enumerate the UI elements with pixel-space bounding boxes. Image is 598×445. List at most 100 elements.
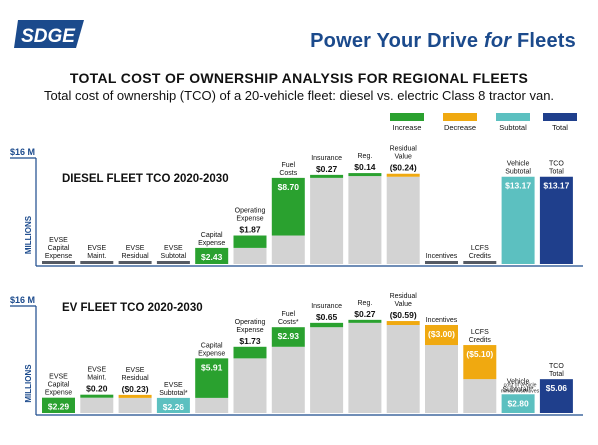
- bar: [271, 327, 305, 347]
- data-label: $2.93: [278, 331, 300, 341]
- bar: [386, 321, 420, 325]
- category-label: Subtotal*: [159, 390, 188, 397]
- category-label: Subtotal: [161, 253, 187, 260]
- bar: [118, 394, 152, 398]
- category-label: TCO: [549, 363, 564, 370]
- bar: [80, 394, 114, 398]
- bar-base: [386, 324, 420, 413]
- category-label: Total: [549, 169, 564, 176]
- category-label: Expense: [45, 390, 72, 397]
- category-label: Fuel: [281, 162, 295, 169]
- data-label: $2.29: [48, 402, 70, 412]
- bar: [539, 176, 573, 264]
- bar: [463, 345, 497, 380]
- ymax-label-1: $16 M: [10, 295, 35, 305]
- data-label: ($0.24): [390, 163, 417, 173]
- data-label: $2.43: [201, 252, 223, 262]
- bar-base: [348, 176, 382, 264]
- category-label: Subtotal**: [503, 386, 534, 393]
- bar: [310, 174, 344, 178]
- data-label: $2.80: [507, 398, 529, 408]
- bar-base: [310, 177, 344, 264]
- category-label: Reg.: [358, 300, 373, 307]
- category-label: Expense: [236, 327, 263, 334]
- category-label: Operating: [235, 208, 266, 215]
- category-label: Capital: [48, 245, 70, 252]
- sdge-logo: SDGE: [14, 20, 84, 48]
- category-label: Costs*: [278, 319, 299, 326]
- category-label: Incentives: [426, 253, 458, 260]
- bar-base: [233, 247, 267, 264]
- legend-item-increase: Increase: [381, 113, 433, 132]
- category-label: Vehicle: [507, 161, 530, 168]
- category-label: EVSE: [164, 245, 183, 252]
- data-label: ($5.10): [466, 349, 493, 359]
- page-title: TOTAL COST OF OWNERSHIP ANALYSIS FOR REG…: [69, 70, 529, 86]
- category-label: EVSE: [49, 374, 68, 381]
- headline: Power Your Drive for Fleets: [310, 30, 576, 53]
- bar: [156, 397, 190, 413]
- category-label: Total: [549, 371, 564, 378]
- category-label: Subtotal: [505, 169, 531, 176]
- bar: [42, 397, 75, 413]
- category-label: Reg.: [358, 153, 373, 160]
- bar: [271, 177, 305, 236]
- category-label: Fuel: [281, 311, 295, 318]
- bar: [539, 379, 573, 413]
- ylabel-0: MILLIONS: [24, 215, 33, 254]
- bar-base: [233, 358, 267, 413]
- category-label: Operating: [235, 319, 266, 326]
- category-label: EVSE: [49, 237, 68, 244]
- bar: [195, 358, 229, 398]
- category-label: Maint.: [87, 375, 106, 382]
- bar: [80, 261, 114, 264]
- legend-swatch-increase: [390, 113, 424, 121]
- category-label: Credits: [469, 337, 492, 344]
- bar: [501, 394, 535, 413]
- data-label: ($3.00): [428, 329, 455, 339]
- legend-label-total: Total: [552, 123, 568, 132]
- category-label: TCO: [549, 161, 564, 168]
- bar: [501, 176, 535, 264]
- category-label: Residual: [121, 253, 149, 260]
- category-label: Residual: [390, 146, 418, 153]
- data-label: $2.26: [163, 402, 185, 412]
- chart-title-0: DIESEL FLEET TCO 2020-2030: [62, 173, 229, 185]
- category-label: Capital: [201, 342, 223, 349]
- bar: [425, 324, 458, 346]
- data-label: $13.17: [505, 181, 531, 191]
- bar: [386, 173, 420, 177]
- data-label: $5.06: [546, 383, 568, 393]
- headline-pre: Power Your Drive: [310, 30, 484, 52]
- category-label: Capital: [201, 232, 223, 239]
- headline-post: Fleets: [511, 30, 576, 52]
- data-label: $8.70: [278, 182, 300, 192]
- bar: [42, 261, 75, 264]
- category-label: Value: [395, 301, 412, 308]
- bar: [156, 261, 190, 264]
- bar-base: [348, 322, 382, 413]
- category-label: Capital: [48, 382, 70, 389]
- data-label: $0.65: [316, 312, 338, 322]
- category-label: Maint.: [87, 253, 106, 260]
- legend-label-increase: Increase: [392, 123, 422, 132]
- bar: [463, 261, 497, 264]
- data-label: $13.17: [543, 181, 569, 191]
- bar-base: [425, 345, 458, 413]
- bar: [195, 247, 229, 264]
- bar-base: [271, 235, 305, 264]
- bar: [348, 173, 382, 177]
- data-label: $0.14: [354, 162, 376, 172]
- category-label: Costs: [279, 170, 297, 177]
- legend-label-subtotal: Subtotal: [499, 123, 527, 132]
- legend-swatch-subtotal: [496, 113, 530, 121]
- logo-shape: [14, 20, 84, 48]
- category-label: Insurance: [311, 303, 342, 310]
- legend-item-decrease: Decrease: [434, 113, 486, 132]
- bar: [233, 346, 267, 359]
- legend-label-decrease: Decrease: [443, 123, 477, 132]
- category-label: EVSE: [164, 382, 183, 389]
- category-label: EVSE: [126, 367, 145, 374]
- data-label: ($0.59): [390, 310, 417, 320]
